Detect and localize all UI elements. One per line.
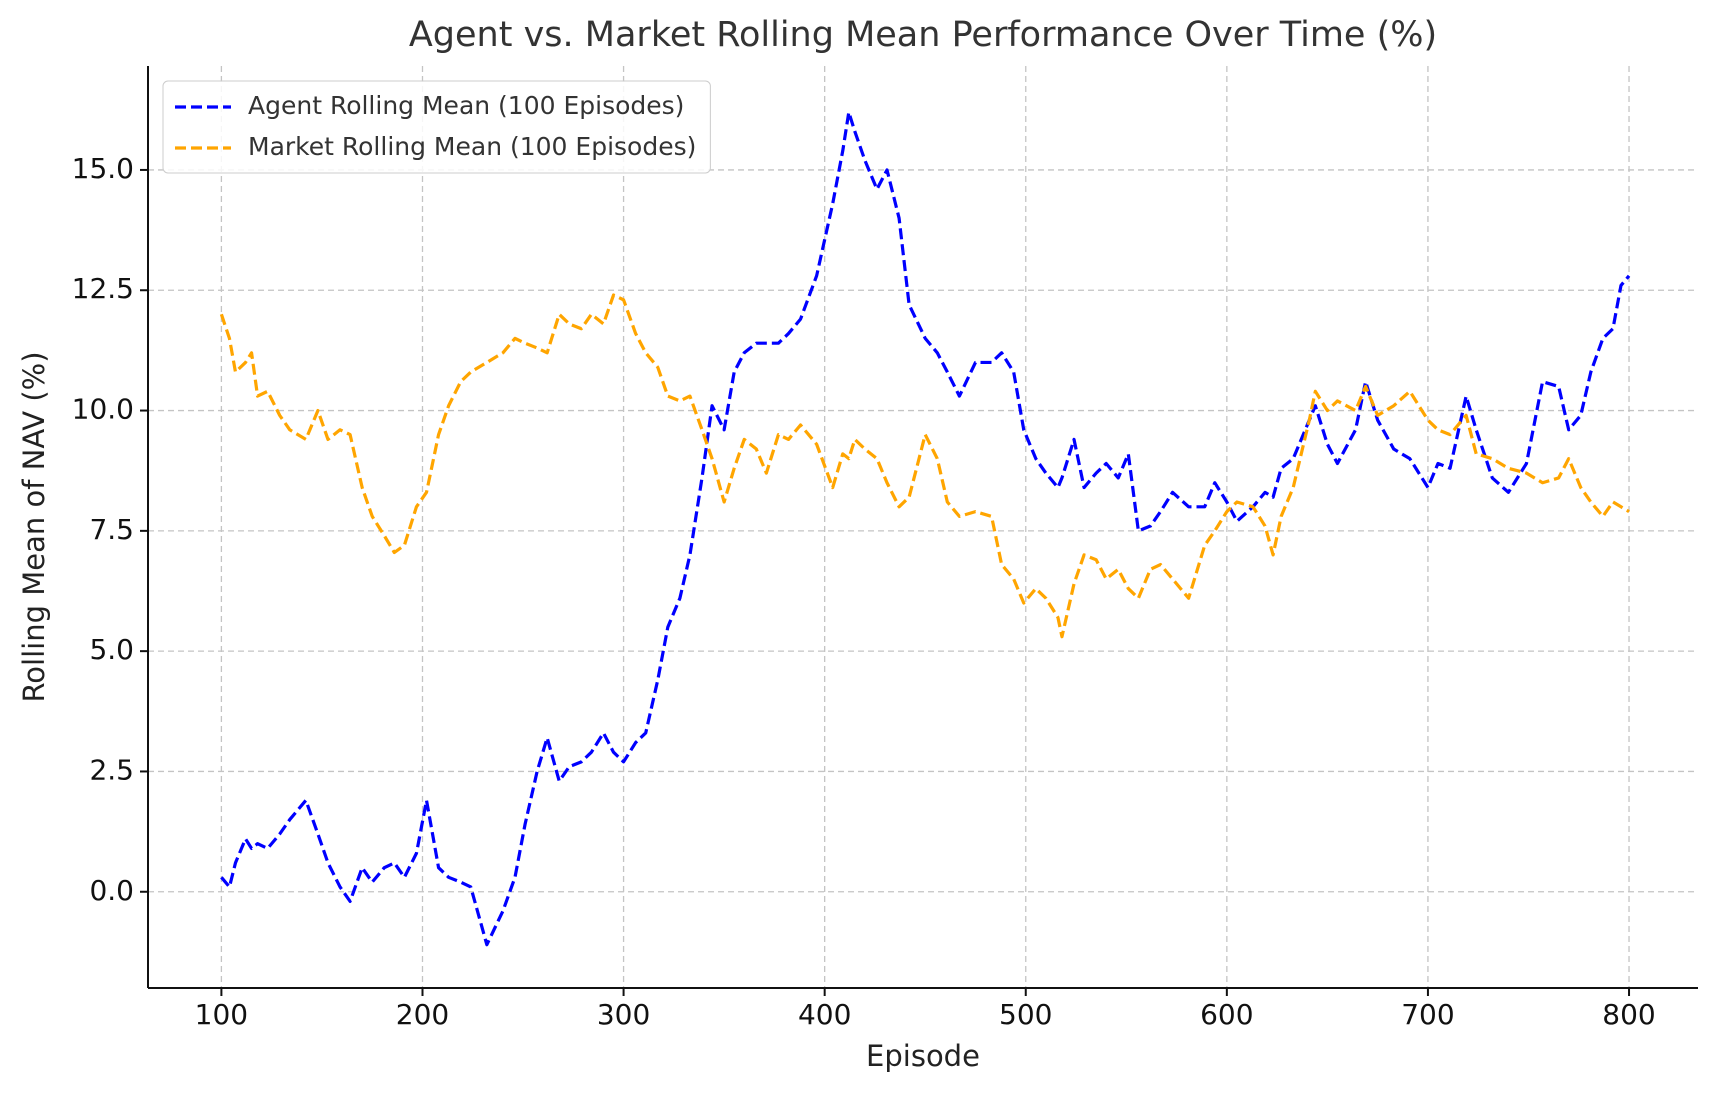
chart-title: Agent vs. Market Rolling Mean Performanc… — [409, 15, 1437, 55]
y-tick-label: 2.5 — [89, 753, 134, 786]
y-tick-label: 10.0 — [72, 393, 134, 426]
grid — [148, 66, 1698, 988]
x-tick-label: 600 — [1200, 998, 1253, 1031]
x-tick-label: 800 — [1602, 998, 1655, 1031]
legend-label: Market Rolling Mean (100 Episodes) — [248, 132, 696, 161]
y-tick-label: 7.5 — [89, 513, 134, 546]
x-tick-label: 100 — [195, 998, 248, 1031]
plot-area — [219, 110, 1631, 947]
legend-box — [162, 80, 711, 174]
series-line — [220, 110, 1631, 947]
legend-label: Agent Rolling Mean (100 Episodes) — [248, 91, 684, 120]
y-tick-label: 12.5 — [72, 272, 134, 305]
x-tick-label: 400 — [798, 998, 851, 1031]
y-tick-label: 15.0 — [72, 152, 134, 185]
y-tick-label: 0.0 — [89, 874, 134, 907]
y-axis-label: Rolling Mean of NAV (%) — [17, 351, 51, 702]
legend: Agent Rolling Mean (100 Episodes) Market … — [162, 80, 711, 174]
x-tick-label: 500 — [999, 998, 1052, 1031]
y-tick-label: 5.0 — [89, 633, 134, 666]
x-tick-label: 300 — [597, 998, 650, 1031]
x-tick-label: 700 — [1401, 998, 1454, 1031]
x-tick-label: 200 — [396, 998, 449, 1031]
series-line — [219, 293, 1630, 639]
x-axis-label: Episode — [866, 1039, 980, 1073]
